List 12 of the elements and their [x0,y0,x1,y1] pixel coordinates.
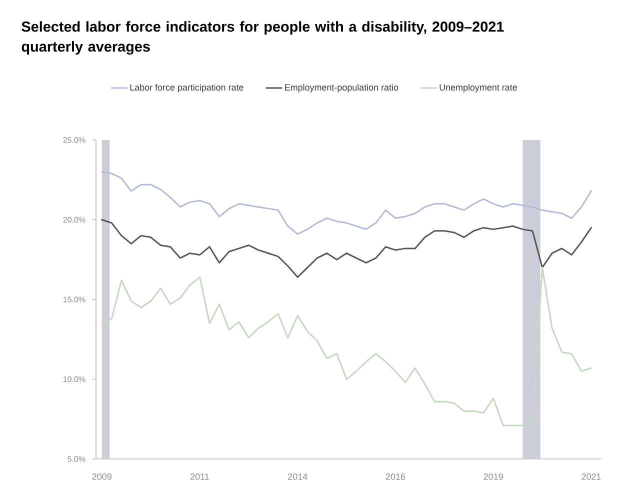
line-series [101,171,592,235]
chart-title: Selected labor force indicators for people with a disability, 2009–2021 quarterly averages [22,21,504,55]
legend-label: Labor force participation rate [130,84,244,92]
x-tick-label: 2009 [92,474,112,480]
line-series [101,218,592,278]
legend-label: Unemployment rate [440,84,517,92]
legend-label: Employment-population ratio [285,84,398,92]
x-tick-label: 2019 [484,474,503,480]
x-tick-label: 2011 [190,474,209,480]
x-tick-label: 2021 [582,474,601,480]
x-tick-label: 2016 [386,474,406,480]
x-tick-label: 2014 [288,474,308,480]
